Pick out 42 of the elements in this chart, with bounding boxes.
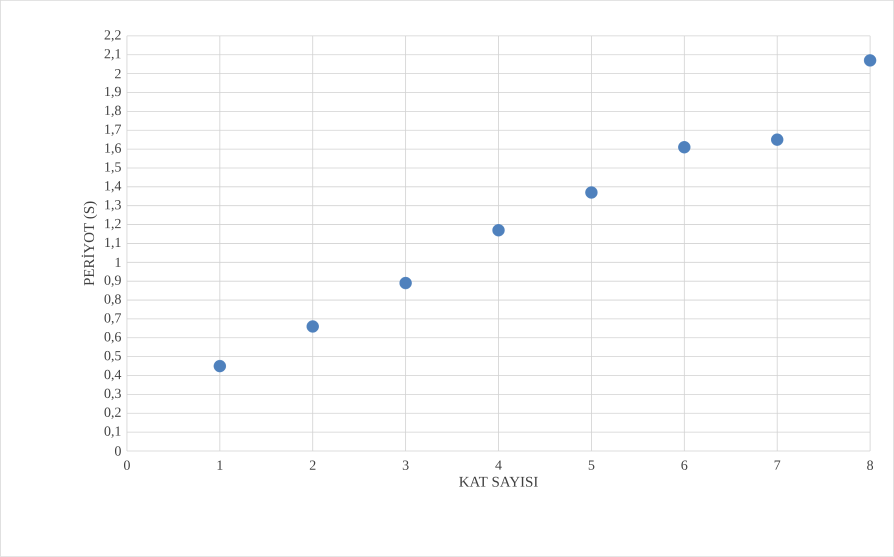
- point: [306, 320, 319, 333]
- y-tick-label: 1,7: [105, 124, 122, 136]
- y-tick-label: 0,6: [104, 332, 122, 344]
- y-tick-label: 1,6: [105, 143, 122, 155]
- y-tick-label: 0,7: [104, 313, 122, 325]
- x-tick-label: 1: [218, 460, 222, 470]
- y-tick-label: 2,1: [104, 49, 121, 60]
- y-tick-label: 1,4: [105, 181, 122, 193]
- point: [678, 141, 691, 154]
- x-tick-label: 3: [402, 460, 409, 470]
- point: [399, 276, 412, 290]
- point: [771, 134, 784, 146]
- point: [864, 54, 876, 67]
- y-tick-label: 0,8: [104, 294, 121, 306]
- y-tick-label: 0,9: [104, 276, 121, 287]
- y-tick-label: 1,1: [105, 238, 121, 250]
- y-tick-label: 0,1: [104, 426, 121, 438]
- y-tick-label: 0,4: [104, 370, 122, 382]
- y-tick-label: 1,9: [105, 86, 121, 98]
- point: [585, 186, 598, 199]
- y-tick-label: 0,5: [104, 350, 121, 362]
- x-tick-label: 5: [588, 460, 594, 470]
- y-tick-label: 1,5: [105, 162, 121, 174]
- y-tick-label: 0: [114, 446, 121, 456]
- point: [492, 224, 505, 236]
- x-tick-label: 7: [774, 460, 780, 470]
- point: [214, 360, 226, 372]
- x-tick-label: 8: [867, 460, 874, 470]
- y-axis-title: PERİYOT (S): [82, 202, 98, 286]
- y-tick-label: 1,3: [105, 200, 121, 212]
- y-tick-label: 2: [115, 69, 121, 78]
- x-tick-label: 6: [681, 460, 688, 470]
- x-tick-label: 2: [310, 460, 316, 470]
- x-tick-label: 4: [495, 460, 502, 470]
- x-tick-label: 0: [124, 460, 130, 470]
- y-tick-label: 1: [116, 258, 121, 267]
- x-axis-title: KAT SAYISI: [459, 476, 538, 487]
- y-tick-label: 0,3: [104, 388, 121, 400]
- y-tick-label: 1,8: [105, 106, 121, 118]
- y-tick-label: 2,2: [104, 30, 121, 42]
- y-tick-label: 0,2: [104, 408, 121, 419]
- y-tick-label: 1,2: [105, 218, 121, 230]
